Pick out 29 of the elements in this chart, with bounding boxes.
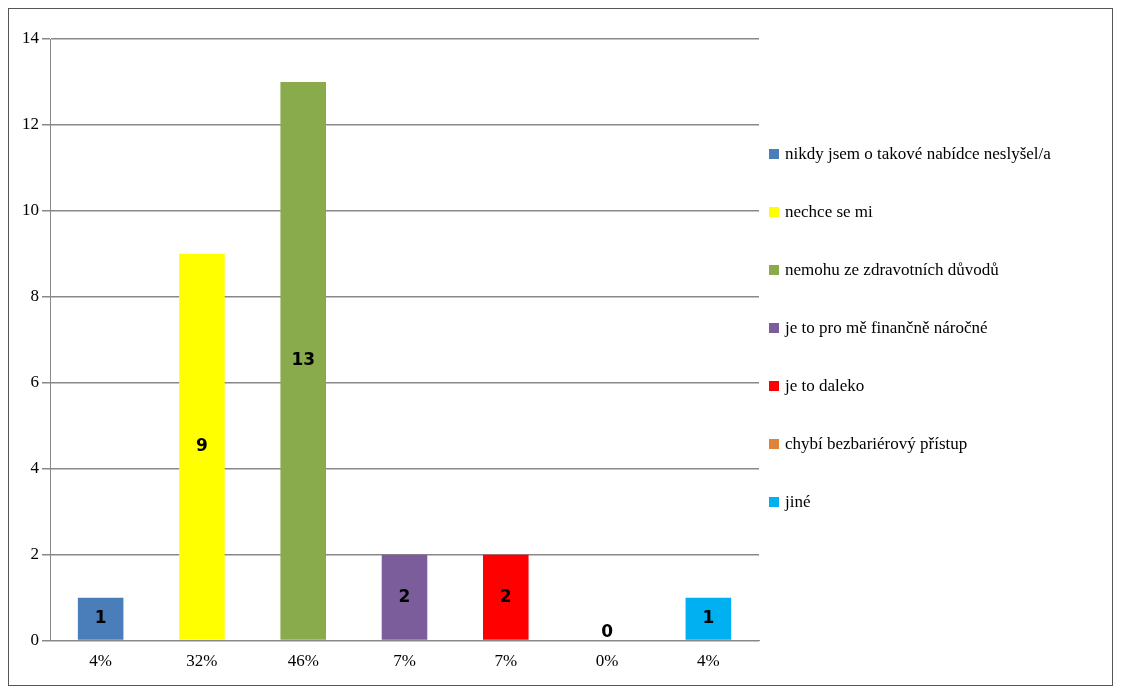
legend-label: nikdy jsem o takové nabídce neslyšel/a	[785, 144, 1051, 164]
x-tick-label: 4%	[697, 651, 720, 671]
legend-label: je to pro mě finančně náročné	[785, 318, 988, 338]
y-tick-label: 8	[30, 286, 39, 306]
data-label: 1	[94, 607, 107, 628]
data-label: 9	[196, 435, 208, 456]
y-tick-label: 2	[30, 544, 39, 564]
y-tick-label: 10	[22, 200, 39, 220]
y-tick-label: 12	[22, 114, 39, 134]
x-tick-label: 46%	[287, 651, 319, 671]
data-label: 2	[398, 585, 411, 606]
y-tick-label: 0	[30, 630, 39, 650]
legend-label: nechce se mi	[785, 202, 873, 222]
data-label: 13	[291, 349, 316, 370]
legend-label: chybí bezbariérový přístup	[785, 434, 968, 454]
y-tick-label: 14	[22, 28, 40, 48]
x-tick-label: 7%	[393, 651, 416, 671]
x-tick-label: 7%	[494, 651, 518, 671]
x-tick-label: 32%	[186, 651, 218, 671]
legend-label: je to daleko	[785, 376, 865, 396]
data-label: 1	[702, 607, 715, 628]
y-tick-label: 6	[30, 372, 39, 392]
legend-label: jiné	[785, 492, 811, 512]
y-tick-label: 4	[30, 458, 40, 478]
data-label: 0	[601, 621, 614, 642]
x-tick-label: 0%	[595, 651, 619, 671]
data-label: 2	[499, 585, 512, 606]
legend-label: nemohu ze zdravotních důvodů	[785, 260, 999, 280]
x-tick-label: 4%	[89, 651, 112, 671]
